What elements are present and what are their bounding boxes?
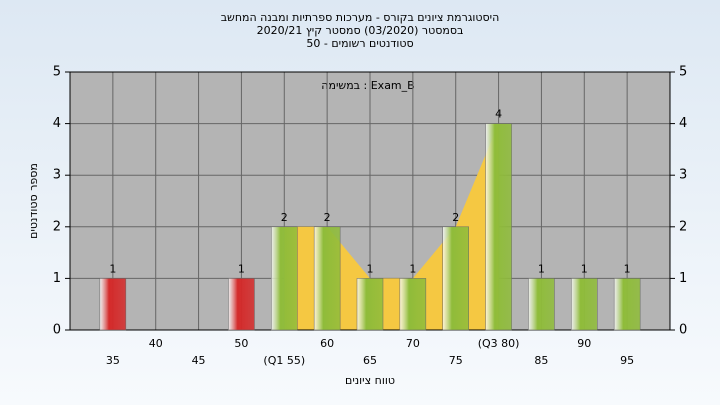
y-axis-label: מספר סטודנטים [27, 163, 40, 239]
y-tick-label: 4 [53, 116, 61, 131]
y2-tick-label: 3 [679, 168, 687, 183]
value-label: 2 [324, 211, 331, 224]
bar [399, 278, 427, 331]
value-label: 2 [452, 211, 459, 224]
chart-title: היסטוגרמת ציונים בקורס - מערכות ספרתיות … [221, 11, 500, 24]
x-tick-label: 35 [106, 354, 120, 367]
bar [528, 278, 555, 331]
x-tick-label: 40 [149, 337, 163, 350]
value-label: 1 [581, 262, 588, 275]
x-tick-label: 95 [620, 354, 634, 367]
bar [313, 226, 341, 331]
y-tick-label: 1 [53, 271, 61, 286]
value-label: 1 [109, 262, 116, 275]
value-label: 1 [409, 262, 416, 275]
y2-tick-label: 2 [679, 219, 687, 234]
y-tick-label: 5 [53, 65, 61, 80]
value-label: 1 [238, 262, 245, 275]
y2-tick-label: 0 [679, 323, 687, 338]
y2-tick-label: 1 [679, 271, 687, 286]
x-tick-label: (Q1 55) [263, 354, 305, 367]
value-label: 1 [367, 262, 374, 275]
value-label: 1 [538, 262, 545, 275]
x-tick-label: 60 [320, 337, 334, 350]
x-tick-label: 65 [363, 354, 377, 367]
bar [271, 226, 298, 331]
value-label: 2 [281, 211, 288, 224]
bar [99, 278, 127, 331]
y-tick-label: 0 [53, 323, 61, 338]
bar [613, 278, 641, 331]
x-tick-label: 90 [577, 337, 591, 350]
x-tick-label: 45 [192, 354, 206, 367]
x-tick-label: 85 [534, 354, 548, 367]
x-tick-label: 50 [234, 337, 248, 350]
x-tick-label: (Q3 80) [478, 337, 520, 350]
chart-subtitle: סטודנטים רשומים - 50 [306, 37, 413, 50]
bar [356, 278, 384, 331]
bar [571, 278, 598, 331]
y2-tick-label: 5 [679, 65, 687, 80]
annotation: במשימה : Exam_B [321, 79, 414, 92]
chart-subtitle: בסמסטר (03/2020) סמסטר קיץ 2020/21 [257, 24, 464, 37]
x-tick-label: 70 [406, 337, 420, 350]
bar [442, 226, 469, 331]
y-tick-label: 3 [53, 168, 61, 183]
bar [485, 123, 512, 331]
x-tick-label: 75 [449, 354, 463, 367]
y2-tick-label: 4 [679, 116, 687, 131]
value-label: 1 [624, 262, 631, 275]
bar [228, 278, 255, 331]
y-tick-label: 2 [53, 219, 61, 234]
value-label: 4 [495, 108, 502, 121]
x-axis-label: טווח ציונים [345, 374, 395, 387]
